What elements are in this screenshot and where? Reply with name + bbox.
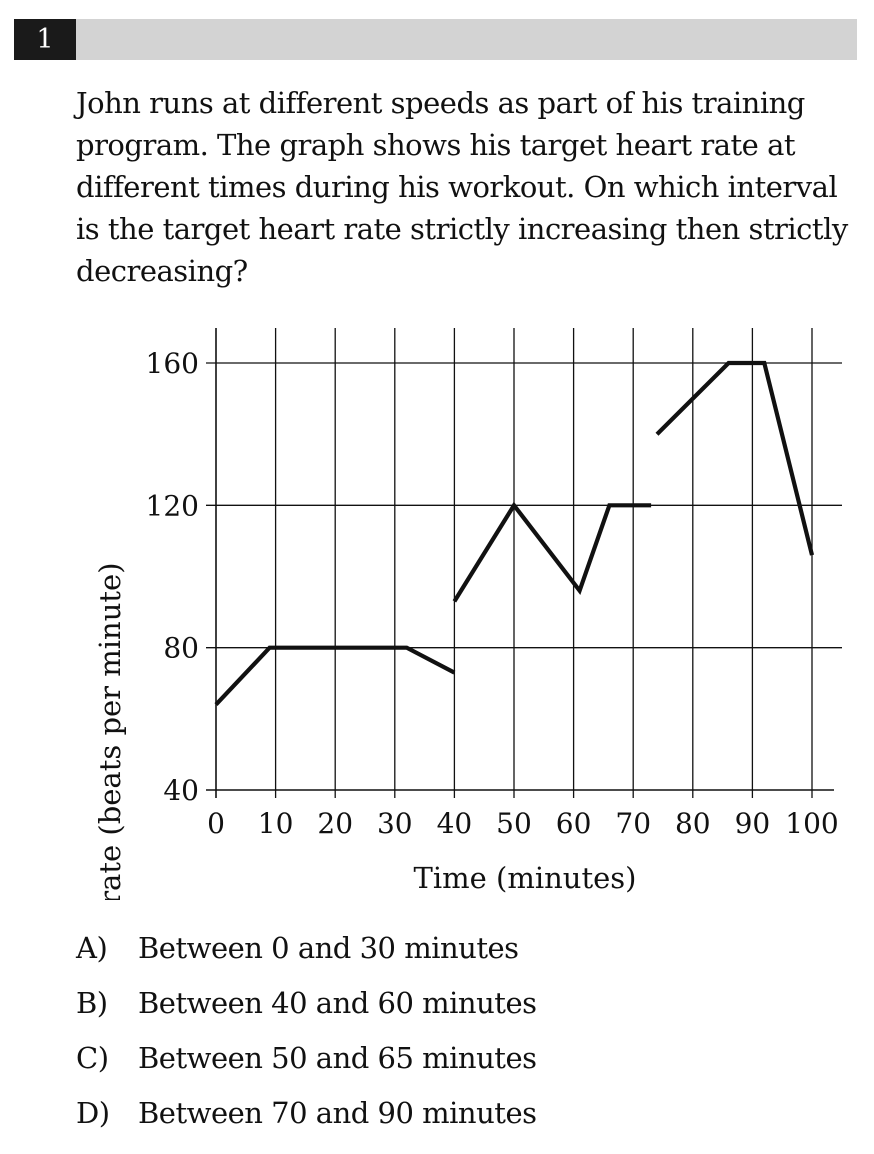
x-tick-label: 90 (735, 807, 771, 840)
choice-text: Between 70 and 90 minutes (138, 1096, 537, 1130)
x-tick-label: 30 (377, 807, 413, 840)
x-tick-label: 10 (258, 807, 294, 840)
heart-rate-segment (214, 645, 456, 707)
x-tick-label: 40 (437, 807, 473, 840)
choice-letter: A) (76, 931, 108, 965)
chart-axes (206, 328, 834, 798)
heart-rate-segment (655, 360, 815, 556)
choice-text: Between 50 and 65 minutes (138, 1041, 537, 1075)
question-number: 1 (14, 19, 76, 60)
choice-letter: D) (76, 1096, 110, 1130)
choice-text: Between 0 and 30 minutes (138, 931, 519, 965)
y-tick-label: 40 (163, 774, 199, 807)
heart-rate-segment (452, 501, 652, 603)
y-tick-label: 80 (163, 632, 199, 665)
choice-letter: B) (76, 986, 108, 1020)
question-text: John runs at different speeds as part of… (76, 86, 848, 288)
choice-letter: C) (76, 1041, 109, 1075)
choice-a[interactable]: A) Between 0 and 30 minutes (76, 924, 836, 979)
question-header-bar: 1 (14, 19, 857, 60)
x-axis-label: Time (minutes) (414, 861, 637, 895)
choice-text: Between 40 and 60 minutes (138, 986, 537, 1020)
heart-rate-chart: 0 10 20 30 40 50 60 70 80 90 100 40 80 120 160 Time (m… (93, 328, 842, 900)
choice-c[interactable]: C) Between 50 and 65 minutes (76, 1034, 836, 1089)
x-tick-label: 50 (496, 807, 532, 840)
x-tick-label: 20 (317, 807, 353, 840)
answer-choices: A) Between 0 and 30 minutes B) Between 4… (76, 924, 836, 1144)
y-tick-label: 120 (146, 489, 199, 522)
x-tick-label: 100 (785, 807, 838, 840)
choice-b[interactable]: B) Between 40 and 60 minutes (76, 979, 836, 1034)
choice-d[interactable]: D) Between 70 and 90 minutes (76, 1089, 836, 1144)
x-tick-label: 80 (675, 807, 711, 840)
chart-lines (214, 360, 815, 707)
chart-tick-labels: 0 10 20 30 40 50 60 70 80 90 100 40 80 120 160 (146, 347, 839, 840)
chart-grid (206, 328, 842, 798)
x-tick-label: 60 (556, 807, 592, 840)
x-tick-label: 0 (207, 807, 225, 840)
y-tick-label: 160 (146, 347, 199, 380)
y-axis-label: Target heart rate (beats per minute) (93, 562, 127, 900)
x-tick-label: 70 (615, 807, 651, 840)
